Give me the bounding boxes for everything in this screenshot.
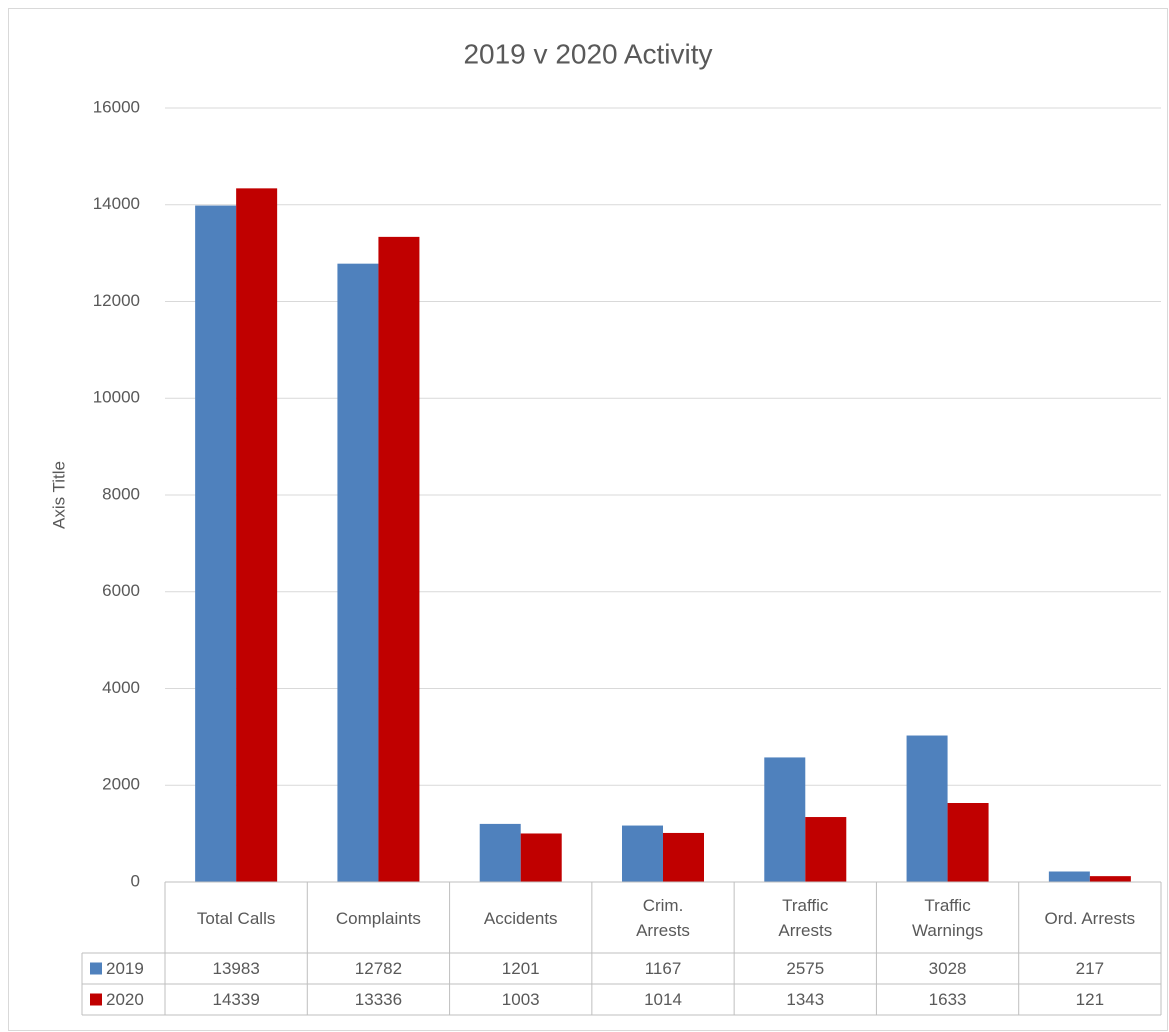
table-value: 1167 <box>645 959 682 978</box>
bar <box>1048 871 1090 882</box>
bar <box>337 263 379 882</box>
bar <box>805 817 847 882</box>
table-value: 1014 <box>644 990 682 1009</box>
table-value: 13983 <box>213 959 260 978</box>
legend-label: 2020 <box>106 990 144 1009</box>
table-value: 13336 <box>355 990 402 1009</box>
bar <box>764 757 806 882</box>
x-tick-label: Complaints <box>336 909 421 928</box>
chart-title: 2019 v 2020 Activity <box>463 38 712 69</box>
bar <box>947 803 989 882</box>
bar <box>195 205 237 882</box>
y-tick-label: 16000 <box>93 97 140 116</box>
bar <box>520 833 562 882</box>
bar <box>622 825 663 882</box>
y-tick-label: 8000 <box>102 484 140 503</box>
table-value: 121 <box>1076 990 1104 1009</box>
x-tick-label: Traffic Warnings <box>912 896 983 940</box>
y-tick-label: 10000 <box>93 388 140 407</box>
y-axis-title: Axis Title <box>49 461 68 529</box>
table-value: 1633 <box>929 990 967 1009</box>
table-value: 1003 <box>502 990 540 1009</box>
bar <box>663 832 704 882</box>
y-tick-label: 12000 <box>93 291 140 310</box>
legend-swatch <box>90 962 102 975</box>
bar <box>1089 876 1131 882</box>
bar <box>378 236 420 883</box>
y-tick-label: 2000 <box>102 775 140 794</box>
legend-swatch <box>90 993 102 1006</box>
y-tick-label: 4000 <box>102 678 140 697</box>
table-value: 12782 <box>355 959 402 978</box>
bar <box>236 188 278 882</box>
x-tick-label: Ord. Arrests <box>1045 909 1136 928</box>
x-tick-label: Accidents <box>484 909 558 928</box>
legend-label: 2019 <box>106 959 144 978</box>
table-value: 217 <box>1076 959 1104 978</box>
x-tick-label: Total Calls <box>197 909 275 928</box>
table-value: 2575 <box>786 959 824 978</box>
table-value: 1201 <box>502 959 540 978</box>
y-tick-label: 0 <box>131 871 140 890</box>
table-value: 14339 <box>213 990 260 1009</box>
x-tick-label: Traffic Arrests <box>778 896 832 940</box>
y-tick-label: 14000 <box>93 194 140 213</box>
y-tick-label: 6000 <box>102 581 140 600</box>
x-tick-label: Crim. Arrests <box>636 896 690 940</box>
table-value: 3028 <box>929 959 967 978</box>
chart-border <box>8 8 1168 1031</box>
bar <box>479 823 521 882</box>
table-value: 1343 <box>786 990 824 1009</box>
bar <box>906 735 948 882</box>
